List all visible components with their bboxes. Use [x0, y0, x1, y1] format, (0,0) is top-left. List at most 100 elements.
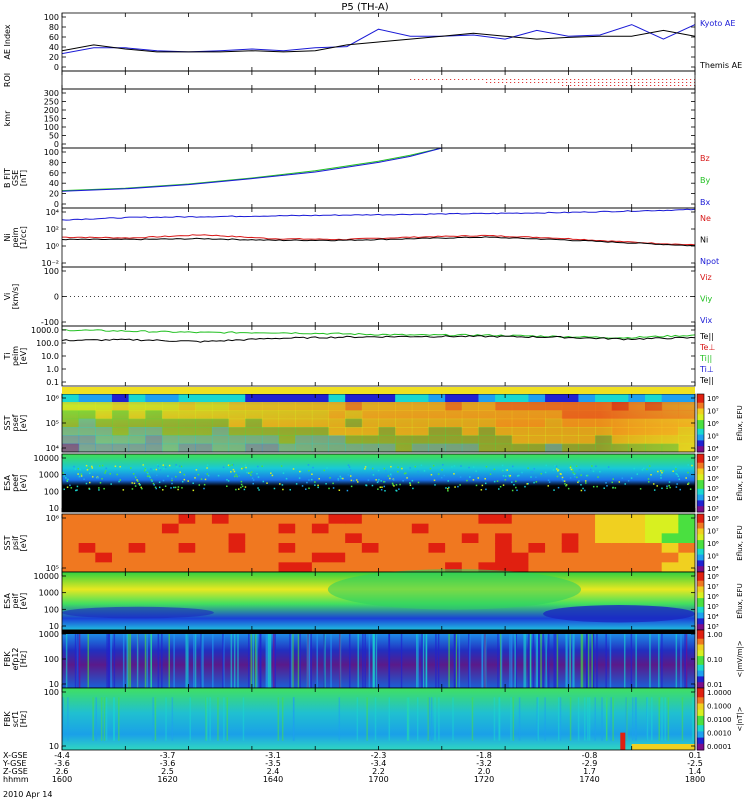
heatmap-cell — [545, 552, 563, 563]
heatmap-cell — [67, 478, 69, 481]
heatmap-cell — [478, 435, 496, 445]
heatmap-cell — [645, 418, 663, 428]
heatmap-cell — [198, 484, 201, 486]
legend-entry: Te|| — [699, 332, 714, 341]
heatmap-cell — [250, 630, 253, 688]
colorbar-segment — [697, 601, 704, 605]
heatmap-cell — [561, 514, 579, 525]
heatmap-cell — [278, 427, 296, 436]
heatmap-cell — [258, 489, 260, 491]
y-tick-label: 20 — [49, 53, 59, 62]
heatmap-cell — [211, 418, 230, 428]
heatmap-cell — [578, 402, 596, 411]
heatmap-cell — [228, 533, 246, 544]
heatmap-cell — [639, 488, 642, 490]
heatmap-cell — [661, 514, 679, 525]
heatmap-cell — [484, 482, 487, 485]
heatmap-cell — [316, 630, 318, 688]
heatmap-cell — [661, 523, 679, 534]
heatmap-cell — [339, 630, 341, 688]
heatmap-cell — [361, 443, 379, 453]
roi-marker — [610, 79, 612, 80]
heatmap-cell — [211, 394, 230, 402]
heatmap-cell — [178, 443, 196, 453]
heatmap-cell — [345, 402, 363, 411]
heatmap-cell — [666, 485, 668, 487]
heatmap-cell — [528, 514, 546, 525]
heatmap-cell — [528, 410, 546, 420]
heatmap-cell — [95, 552, 113, 563]
heatmap-cell — [62, 443, 80, 453]
heatmap-cell — [461, 523, 479, 534]
roi-marker — [478, 79, 480, 80]
heatmap-cell — [261, 523, 280, 534]
roi-marker — [606, 82, 608, 83]
heatmap-cell — [118, 697, 120, 741]
heatmap-cell — [217, 697, 219, 741]
colorbar-segment — [697, 399, 704, 404]
heatmap-cell — [646, 697, 649, 741]
heatmap-cell — [545, 427, 563, 436]
heatmap-cell — [228, 523, 246, 534]
y-tick-label: 100 — [44, 487, 59, 496]
heatmap-cell — [528, 562, 546, 573]
heatmap-cell — [164, 485, 167, 487]
heatmap-cell — [314, 484, 316, 486]
heatmap-cell — [504, 475, 507, 477]
colorbar-segment — [697, 580, 704, 585]
heatmap-cell — [377, 480, 380, 483]
panel-frame — [61, 88, 696, 149]
panel-ylabel: [eV] — [19, 348, 28, 365]
heatmap-cell — [257, 476, 260, 478]
colorbar-label: <|nT|> — [736, 706, 744, 731]
heatmap-cell — [103, 487, 105, 490]
heatmap-cell — [178, 402, 196, 411]
heatmap-cell — [631, 744, 695, 750]
colorbar-tick-label: 10⁸ — [707, 573, 719, 581]
heatmap-cell — [454, 486, 456, 488]
heatmap-cell — [584, 480, 587, 482]
heatmap-cell — [581, 630, 584, 688]
heatmap-cell — [445, 562, 463, 573]
heatmap-cell — [161, 394, 180, 402]
roi-marker — [522, 79, 524, 80]
heatmap-cell — [356, 481, 359, 483]
heatmap-cell — [393, 485, 395, 487]
heatmap-cell — [516, 489, 518, 492]
heatmap-cell — [652, 483, 655, 485]
heatmap-cell — [152, 697, 154, 741]
heatmap-cell — [299, 470, 301, 473]
heatmap-cell — [195, 469, 198, 471]
heatmap-cell — [181, 480, 184, 483]
roi-marker — [518, 79, 520, 80]
heatmap-cell — [78, 630, 81, 688]
roi-marker — [574, 82, 576, 83]
heatmap-cell — [240, 483, 243, 486]
heatmap-cell — [667, 697, 670, 741]
heatmap-cell — [595, 435, 613, 445]
heatmap-cell — [678, 402, 695, 411]
heatmap-cell — [477, 477, 480, 479]
roi-marker — [494, 82, 496, 83]
heatmap-cell — [495, 435, 513, 445]
roi-marker — [626, 79, 628, 80]
heatmap-cell — [441, 469, 443, 471]
heatmap-cell — [645, 514, 663, 525]
heatmap-cell — [561, 562, 579, 573]
heatmap-cell — [228, 402, 246, 411]
heatmap-cell — [661, 394, 679, 402]
x-axis-tick-label: 2.0 — [478, 767, 491, 776]
colorbar-segment — [697, 676, 704, 680]
heatmap-cell — [311, 514, 330, 525]
heatmap-cell — [78, 552, 96, 563]
heatmap-cell — [328, 543, 346, 554]
heatmap-cell — [211, 443, 230, 453]
heatmap-cell — [67, 697, 69, 741]
heatmap-cell — [545, 533, 563, 544]
heatmap-cell — [383, 481, 385, 483]
heatmap-cell — [146, 475, 149, 477]
heatmap-cell — [197, 473, 200, 476]
heatmap-cell — [528, 443, 546, 453]
heatmap-cell — [78, 533, 96, 544]
